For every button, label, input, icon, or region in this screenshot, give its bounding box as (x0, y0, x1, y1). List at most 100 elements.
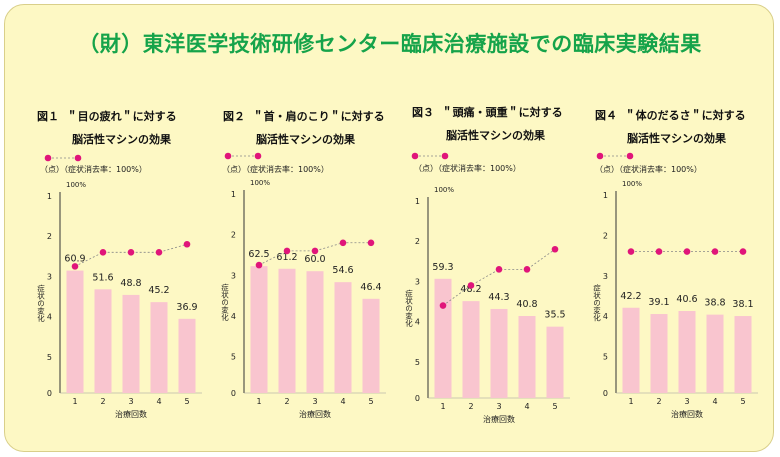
bar (278, 268, 296, 393)
y-axis-label: 症状の変化 (36, 283, 45, 323)
bar (622, 307, 640, 393)
score-line (258, 242, 371, 266)
x-tick-label: 1 (628, 397, 633, 406)
top-percent-label: 100% (250, 179, 270, 187)
x-tick-label: 2 (284, 397, 289, 406)
legend-dot (441, 152, 449, 160)
x-tick-label: 1 (256, 397, 261, 406)
legend-dot (626, 152, 634, 160)
bar-value-label: 40.8 (516, 299, 537, 310)
y-axis-label: 症状の変化 (404, 288, 413, 328)
chart-1-legend-text: （点）（症状消去率：100%） (40, 165, 147, 174)
bar (706, 314, 724, 393)
bar-value-label: 42.2 (620, 291, 641, 302)
chart-3-subtitle: 脳活性マシンの効果 (446, 129, 545, 142)
y-tick-label: 1 (47, 192, 52, 201)
bar (122, 294, 140, 393)
bar-value-label: 48.2 (460, 284, 481, 295)
bar (434, 278, 452, 398)
chart-3-title: 図３ ＂頭痛・頭重＂に対する (412, 106, 563, 119)
bar (306, 271, 324, 393)
bar-value-label: 60.9 (64, 254, 85, 265)
score-point (339, 239, 347, 247)
score-point (283, 247, 291, 255)
score-point (367, 239, 375, 247)
score-point (311, 247, 319, 255)
bar (150, 302, 168, 393)
y-tick-label: 3 (415, 277, 420, 286)
bar (178, 318, 196, 393)
bar-value-label: 39.1 (648, 297, 669, 308)
x-tick-label: 5 (184, 397, 189, 406)
chart-4-subtitle: 脳活性マシンの効果 (627, 132, 726, 145)
bar-value-label: 59.3 (432, 262, 453, 273)
score-point (255, 261, 263, 269)
score-point (99, 249, 107, 256)
y-tick-label: 4 (603, 312, 608, 321)
bar-value-label: 40.6 (676, 294, 697, 305)
legend-dot (74, 154, 82, 162)
bar-value-label: 54.6 (332, 265, 353, 276)
y-tick-label: 2 (603, 231, 608, 240)
x-axis-label: 治療回数 (299, 409, 331, 419)
x-axis-label: 治療回数 (115, 409, 147, 419)
x-tick-label: 3 (128, 397, 133, 406)
score-point (439, 302, 447, 309)
y-axis-label: 症状の変化 (592, 283, 601, 323)
x-tick-label: 5 (368, 397, 373, 406)
score-point (655, 248, 663, 255)
x-tick-label: 4 (156, 397, 161, 406)
chart-1-subtitle: 脳活性マシンの効果 (72, 133, 171, 146)
legend-dot (254, 152, 262, 160)
chart-1-title: 図１ ＂目の疲れ＂に対する (37, 110, 177, 123)
bar-value-label: 38.8 (704, 298, 725, 309)
bar-value-label: 35.5 (544, 310, 565, 321)
top-percent-label: 100% (622, 180, 642, 188)
y-tick-label: 2 (47, 232, 52, 241)
y-tick-label: 1 (415, 197, 420, 206)
x-axis-label: 治療回数 (483, 414, 515, 424)
bar (650, 314, 668, 393)
x-tick-label: 2 (100, 397, 105, 406)
x-tick-label: 5 (552, 402, 557, 411)
top-percent-label: 100% (434, 186, 454, 194)
bar-value-label: 61.2 (276, 252, 297, 263)
chart-2-title: 図２ ＂首・肩のこり＂に対する (223, 110, 385, 123)
x-tick-label: 2 (656, 397, 661, 406)
x-axis-label: 治療回数 (671, 409, 703, 419)
x-tick-label: 3 (496, 402, 501, 411)
score-point (71, 263, 79, 270)
x-tick-label: 5 (740, 397, 745, 406)
bar (462, 301, 480, 398)
bar-value-label: 36.9 (176, 302, 197, 313)
score-point (183, 240, 191, 248)
chart-4-title: 図４ ＂体のだるさ＂に対する (595, 109, 746, 122)
y-tick-label: 2 (415, 237, 420, 246)
score-point (467, 282, 475, 289)
bar-value-label: 48.8 (120, 278, 141, 289)
y-tick-label: 0 (47, 389, 52, 398)
y-tick-label: 0 (231, 389, 236, 398)
y-tick-label: 5 (415, 358, 420, 367)
chart-3-legend-text: （点）（症状消去率：100%） (414, 164, 521, 173)
bar (678, 310, 696, 393)
score-point (711, 248, 719, 255)
x-tick-label: 1 (72, 397, 77, 406)
bar (518, 315, 536, 398)
bar-value-label: 51.6 (92, 272, 113, 283)
bar (94, 289, 112, 393)
legend-dot (224, 152, 232, 160)
bar-value-label: 46.4 (360, 282, 381, 293)
legend-dot (411, 152, 419, 160)
score-point (495, 266, 503, 273)
legend-dot (596, 152, 604, 160)
bar-value-label: 44.3 (488, 292, 509, 303)
y-tick-label: 5 (603, 353, 608, 362)
y-tick-label: 4 (47, 313, 52, 322)
y-tick-label: 3 (231, 271, 236, 280)
chart-2-legend-text: （点）（症状消去率：100%） (222, 165, 329, 174)
x-tick-label: 2 (468, 402, 473, 411)
bar (362, 298, 380, 393)
bar (490, 308, 508, 398)
score-point (523, 266, 531, 273)
